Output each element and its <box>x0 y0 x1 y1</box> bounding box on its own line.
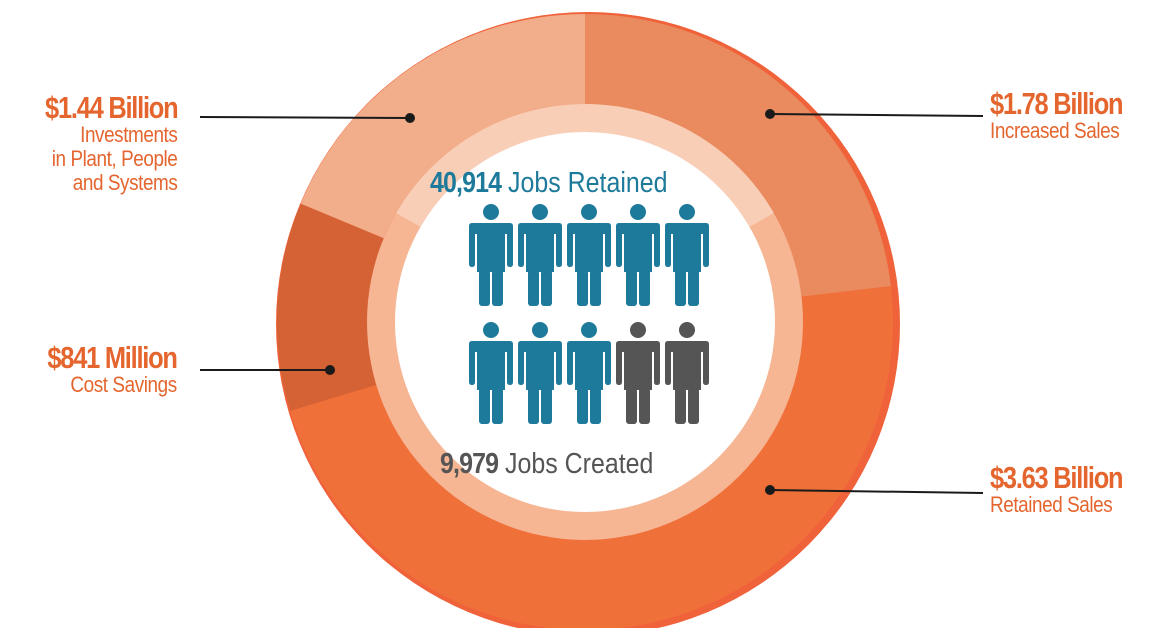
person-icon-highlighted <box>518 204 562 306</box>
leader-cost-savings-dot <box>325 365 335 375</box>
person-icon-highlighted <box>469 322 513 424</box>
person-icon-highlighted <box>616 204 660 306</box>
label-retained-sales-value: $3.63 Billion <box>990 460 1124 495</box>
label-increased-sales-desc: Increased Sales <box>990 118 1120 143</box>
leader-increased-sales-line <box>769 113 984 117</box>
jobs-retained-text: Jobs Retained <box>508 167 668 199</box>
donut-segment-2 <box>290 286 893 628</box>
jobs-created-label: 9,979 Jobs Created <box>440 447 715 481</box>
jobs-created-number: 9,979 <box>440 448 499 480</box>
label-investments-desc: Investments in Plant, People and Systems <box>51 122 177 195</box>
leader-retained-sales-line <box>769 489 984 494</box>
person-icon-highlighted <box>518 322 562 424</box>
donut-segment-3 <box>276 203 384 411</box>
person-icon <box>616 322 660 424</box>
leader-retained-sales-dot <box>765 485 775 495</box>
label-investments: $1.44 Billion Investments in Plant, Peop… <box>16 90 179 195</box>
inner-ring-highlight <box>396 104 774 227</box>
label-cost-savings-value: $841 Million <box>47 340 179 375</box>
person-icon-highlighted <box>665 204 709 306</box>
jobs-created-text: Jobs Created <box>505 448 654 480</box>
label-cost-savings: $841 Million Cost Savings <box>19 340 179 397</box>
label-retained-sales-desc: Retained Sales <box>990 492 1113 517</box>
label-increased-sales-value: $1.78 Billion <box>990 86 1124 121</box>
donut-segment-4 <box>300 13 585 239</box>
leader-increased-sales-dot <box>765 109 775 119</box>
person-icon-highlighted <box>469 204 513 306</box>
label-retained-sales: $3.63 Billion Retained Sales <box>990 462 1151 517</box>
leader-investments-line <box>199 116 411 119</box>
label-increased-sales: $1.78 Billion Increased Sales <box>990 88 1151 143</box>
people-icons <box>469 204 709 424</box>
leader-lines <box>199 109 984 495</box>
label-cost-savings-desc: Cost Savings <box>70 372 178 397</box>
donut-segment-1 <box>585 14 891 297</box>
donut-segments <box>276 13 893 628</box>
person-icon-highlighted <box>567 204 611 306</box>
jobs-retained-number: 40,914 <box>430 167 502 199</box>
person-icon <box>665 322 709 424</box>
leader-investments-dot <box>405 113 415 123</box>
jobs-retained-label: 40,914 Jobs Retained <box>430 166 705 200</box>
person-icon-highlighted <box>567 322 611 424</box>
label-investments-value: $1.44 Billion <box>44 90 179 125</box>
